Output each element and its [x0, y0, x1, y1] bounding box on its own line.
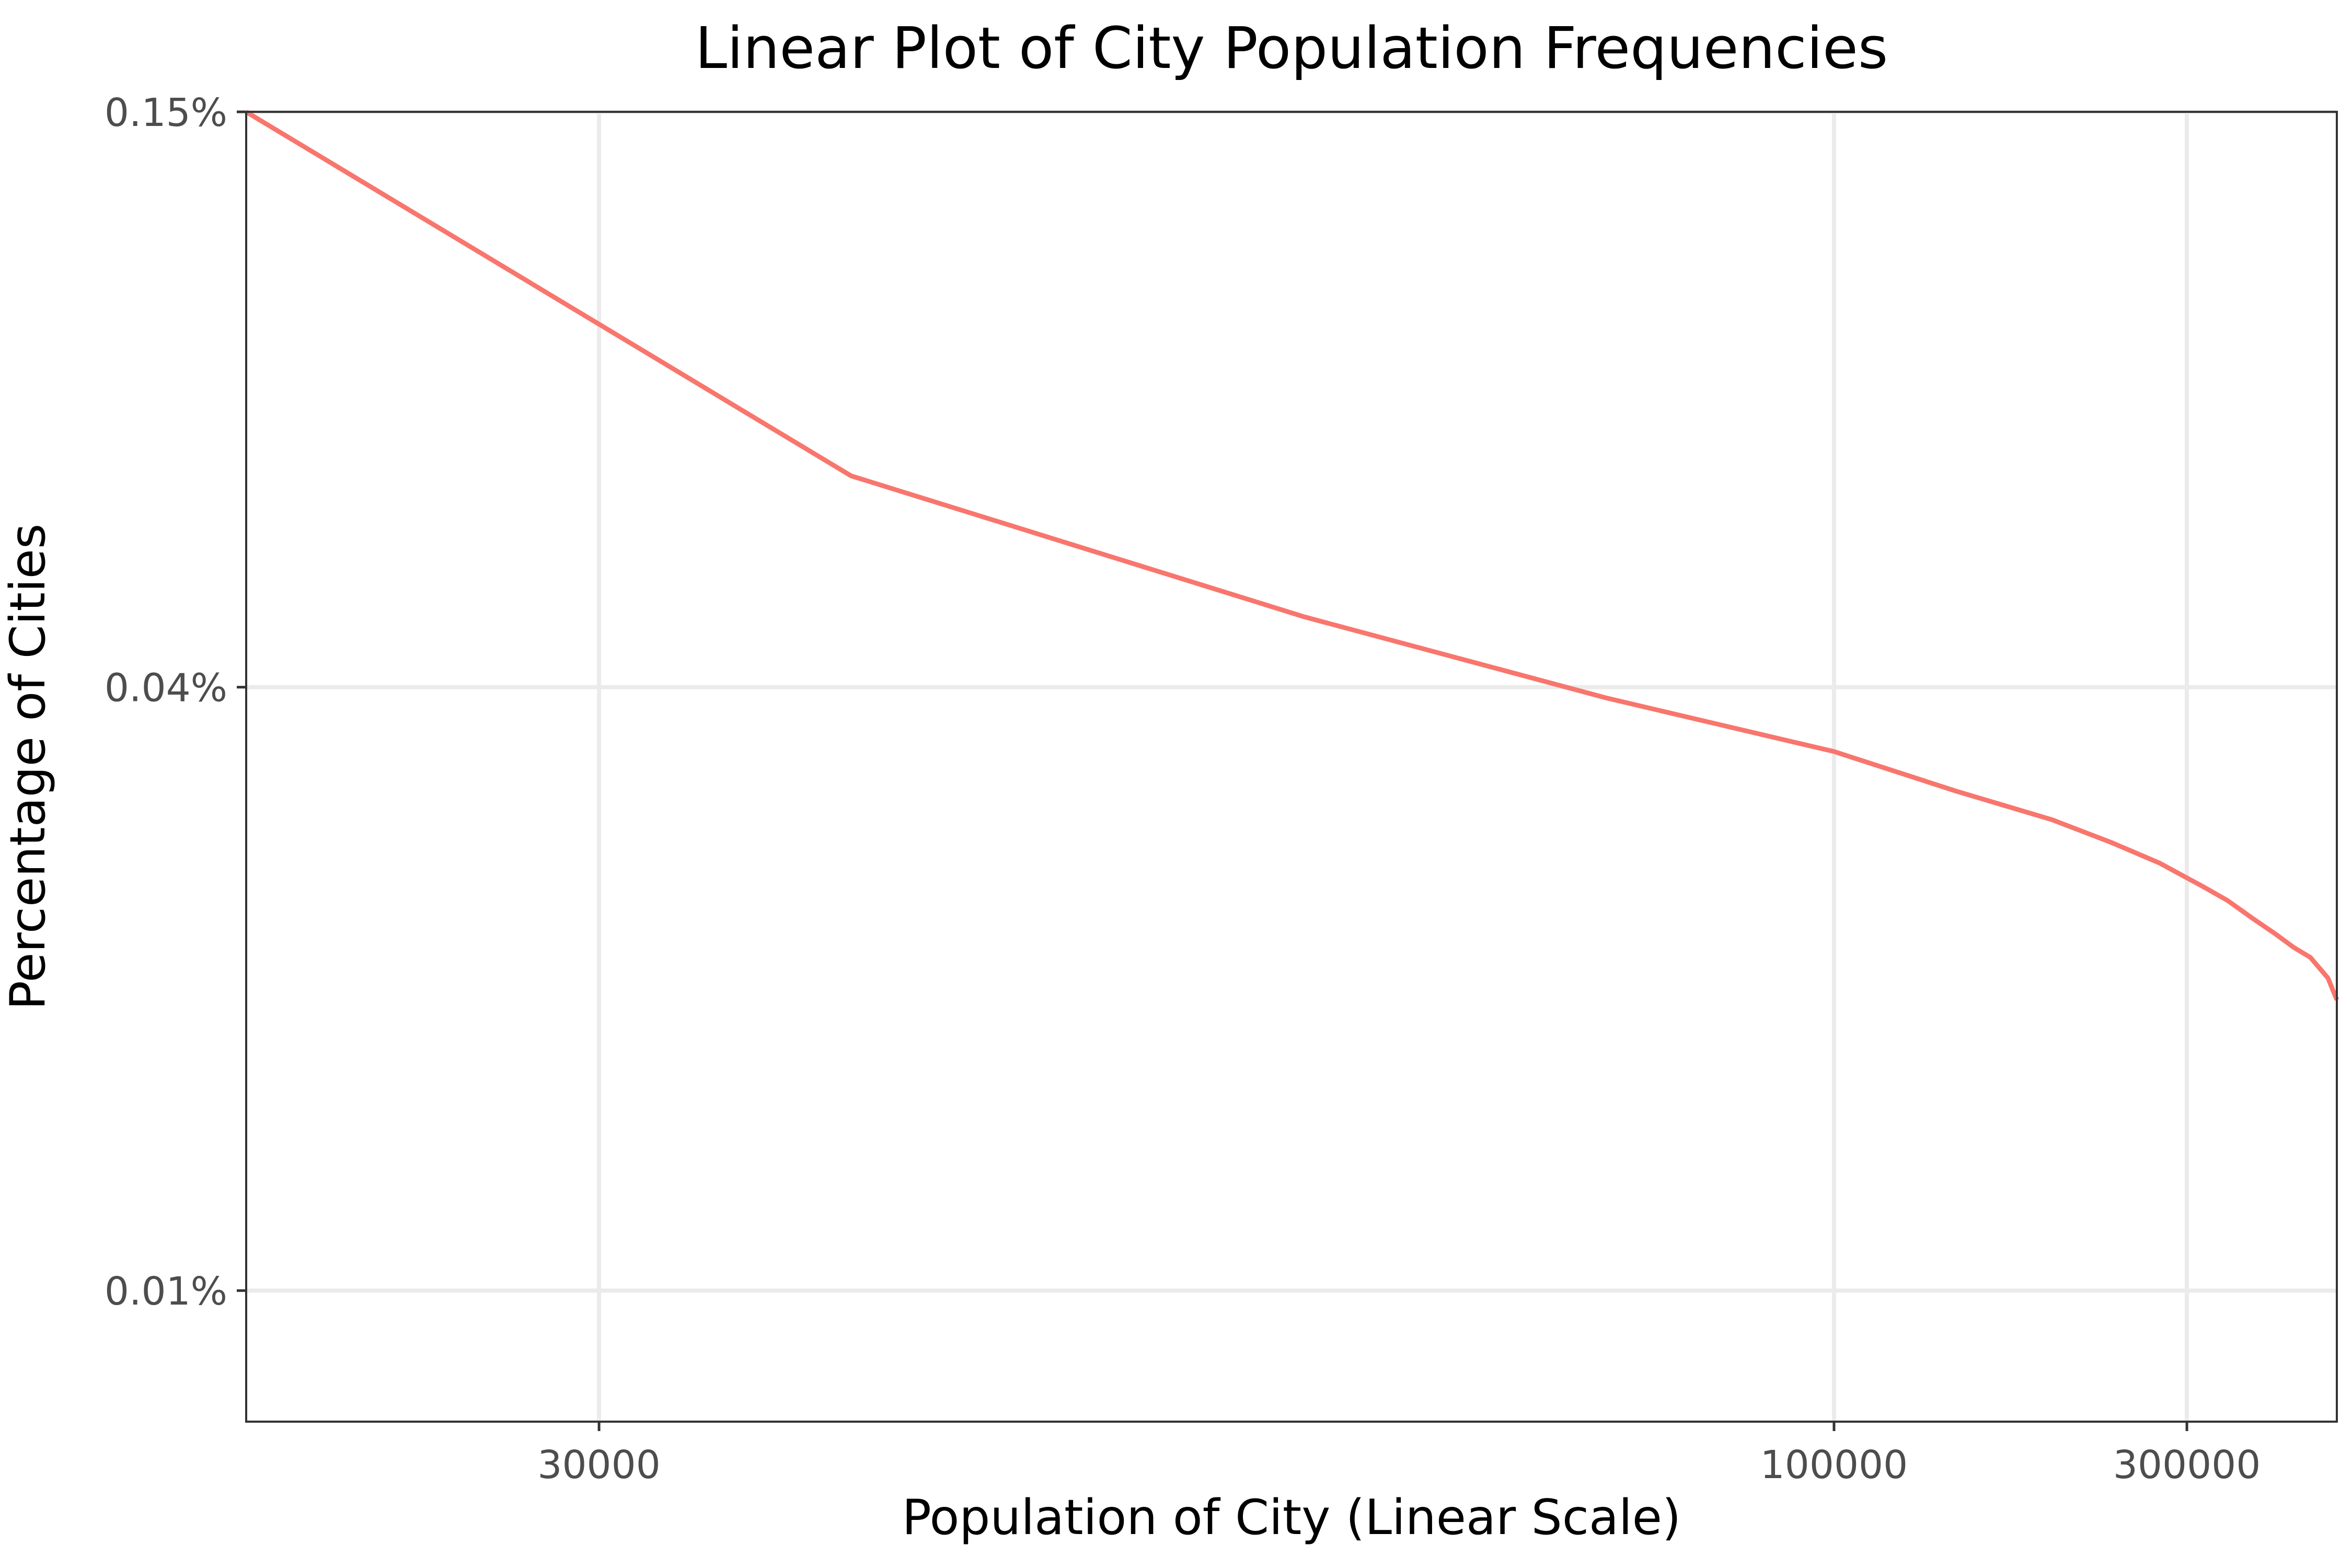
chart-title: Linear Plot of City Population Frequenci…	[695, 15, 1888, 82]
y-tick-label-2: 0.15%	[105, 90, 227, 135]
tick-layer: 30000 100000 300000 0.01% 0.04% 0.15%	[105, 90, 2261, 1488]
x-tick-label-2: 300000	[2113, 1443, 2261, 1488]
series-line-0	[245, 110, 2339, 1001]
x-tick-label-0: 30000	[537, 1443, 660, 1488]
x-axis-label: Population of City (Linear Scale)	[902, 1489, 1681, 1546]
series-layer	[245, 110, 2339, 1001]
grid-layer	[246, 110, 2337, 1422]
x-tick-label-1: 100000	[1760, 1443, 1908, 1488]
y-tick-label-0: 0.01%	[105, 1269, 227, 1314]
plot-panel-border	[245, 111, 2338, 1423]
y-axis-label: Percentage of Cities	[0, 524, 56, 1010]
y-tick-label-1: 0.04%	[105, 666, 227, 711]
